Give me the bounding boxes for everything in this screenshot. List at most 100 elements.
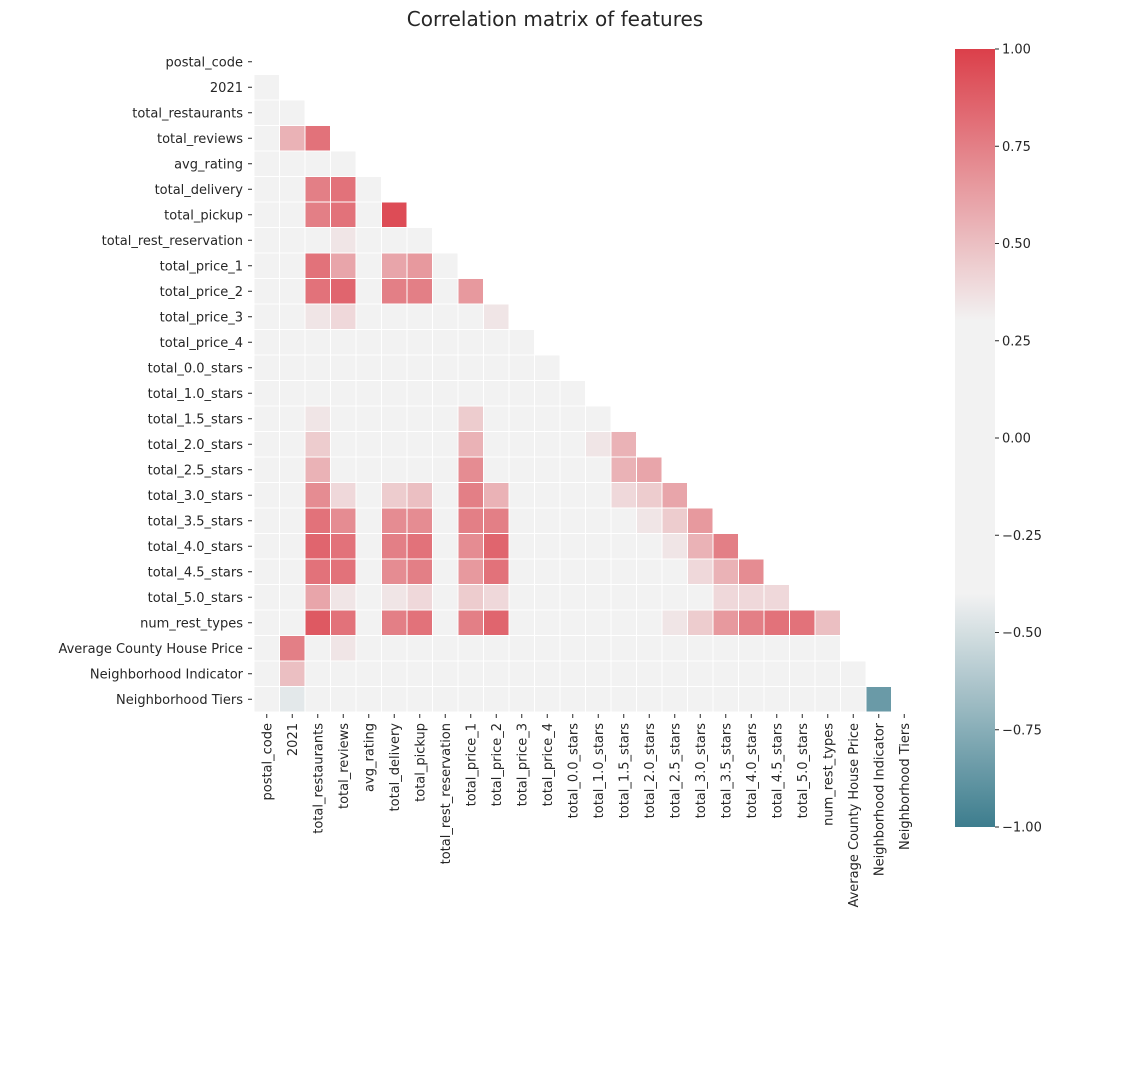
- heatmap-cell: [610, 482, 637, 509]
- heatmap-cell: [432, 303, 459, 330]
- heatmap-cell: [610, 584, 637, 611]
- y-tick-label: total_price_2: [160, 285, 243, 300]
- y-tick-label: avg_rating: [174, 157, 243, 172]
- heatmap-cell: [253, 125, 280, 152]
- heatmap-cell: [585, 609, 612, 636]
- colorbar-tick-label: −0.25: [1002, 529, 1042, 544]
- heatmap-cell: [304, 686, 331, 713]
- y-tick-label: total_5.0_stars: [148, 591, 244, 606]
- heatmap-cell: [381, 686, 408, 713]
- heatmap-cell: [559, 660, 586, 687]
- heatmap-cell: [381, 533, 408, 560]
- heatmap-cell: [279, 431, 306, 458]
- x-tick-label: total_4.5_stars: [770, 723, 785, 819]
- heatmap-cell: [738, 584, 765, 611]
- heatmap-cell: [304, 329, 331, 356]
- y-tick-label: Neighborhood Tiers: [116, 693, 243, 708]
- heatmap-cell: [253, 456, 280, 483]
- heatmap-cell: [432, 456, 459, 483]
- heatmap-cell: [483, 686, 510, 713]
- heatmap-cell: [585, 686, 612, 713]
- heatmap-cell: [457, 303, 484, 330]
- heatmap-cell: [712, 584, 739, 611]
- colorbar-tick-label: −1.00: [1002, 821, 1042, 836]
- heatmap-cell: [585, 456, 612, 483]
- heatmap-cell: [381, 507, 408, 534]
- heatmap-cell: [279, 99, 306, 126]
- heatmap-cell: [483, 482, 510, 509]
- heatmap-cell: [253, 74, 280, 101]
- heatmap-cell: [381, 252, 408, 279]
- x-tick-label: 2021: [286, 723, 301, 756]
- heatmap-cell: [585, 660, 612, 687]
- heatmap-cell: [534, 431, 561, 458]
- x-tick-label: total_4.0_stars: [745, 723, 760, 819]
- heatmap-cell: [534, 354, 561, 381]
- heatmap-cell: [457, 380, 484, 407]
- heatmap-cell: [432, 482, 459, 509]
- heatmap-cell: [406, 533, 433, 560]
- x-tick-label: total_reviews: [337, 723, 352, 809]
- heatmap-cell: [432, 431, 459, 458]
- x-tick-label: Neighborhood Indicator: [872, 722, 887, 876]
- colorbar-gradient: [955, 49, 995, 827]
- heatmap-cell: [330, 635, 357, 662]
- x-tick-label: total_3.0_stars: [694, 723, 709, 819]
- heatmap-cell: [381, 278, 408, 305]
- heatmap-cell: [381, 431, 408, 458]
- heatmap-cell: [279, 176, 306, 203]
- heatmap-cell: [687, 635, 714, 662]
- heatmap-cell: [559, 431, 586, 458]
- y-tick-label: total_price_1: [160, 259, 243, 274]
- heatmap-cell: [789, 635, 816, 662]
- colorbar-tick-label: −0.50: [1002, 626, 1042, 641]
- y-tick-label: total_4.5_stars: [148, 565, 244, 580]
- heatmap-cell: [304, 584, 331, 611]
- heatmap-cell: [330, 533, 357, 560]
- heatmap-cell: [279, 558, 306, 585]
- heatmap-cell: [330, 329, 357, 356]
- heatmap-cell: [406, 278, 433, 305]
- heatmap-cell: [406, 227, 433, 254]
- heatmap-cell: [432, 354, 459, 381]
- colorbar-tick-label: 0.50: [1002, 237, 1031, 252]
- heatmap-cell: [330, 584, 357, 611]
- heatmap-cell: [712, 635, 739, 662]
- heatmap-cell: [381, 354, 408, 381]
- heatmap-cell: [508, 533, 535, 560]
- heatmap-cell: [483, 507, 510, 534]
- heatmap-cell: [406, 686, 433, 713]
- heatmap-cell: [610, 533, 637, 560]
- heatmap-cell: [355, 303, 382, 330]
- heatmap-cell: [406, 584, 433, 611]
- y-tick-label: total_price_3: [160, 310, 243, 325]
- heatmap-cell: [406, 431, 433, 458]
- heatmap-cell: [559, 507, 586, 534]
- heatmap-cell: [559, 686, 586, 713]
- heatmap-cell: [636, 456, 663, 483]
- heatmap-cell: [508, 609, 535, 636]
- y-tick-label: total_reviews: [157, 132, 243, 147]
- heatmap-cell: [661, 558, 688, 585]
- heatmap-cell: [253, 482, 280, 509]
- heatmap-cell: [406, 456, 433, 483]
- heatmap-cell: [661, 609, 688, 636]
- heatmap-cell: [381, 456, 408, 483]
- heatmap-cell: [304, 533, 331, 560]
- heatmap-cell: [355, 482, 382, 509]
- heatmap-cell: [381, 482, 408, 509]
- heatmap-cell: [457, 431, 484, 458]
- heatmap-cell: [661, 533, 688, 560]
- heatmap-cell: [457, 507, 484, 534]
- y-tick-label: Average County House Price: [58, 642, 243, 657]
- heatmap-cell: [279, 533, 306, 560]
- heatmap-cell: [763, 584, 790, 611]
- heatmap-cell: [330, 507, 357, 534]
- heatmap-cell: [661, 660, 688, 687]
- heatmap-cell: [381, 227, 408, 254]
- colorbar-tick-label: 0.75: [1002, 140, 1031, 155]
- heatmap-cell: [330, 456, 357, 483]
- heatmap-cell: [508, 660, 535, 687]
- x-tick-label: avg_rating: [362, 723, 377, 792]
